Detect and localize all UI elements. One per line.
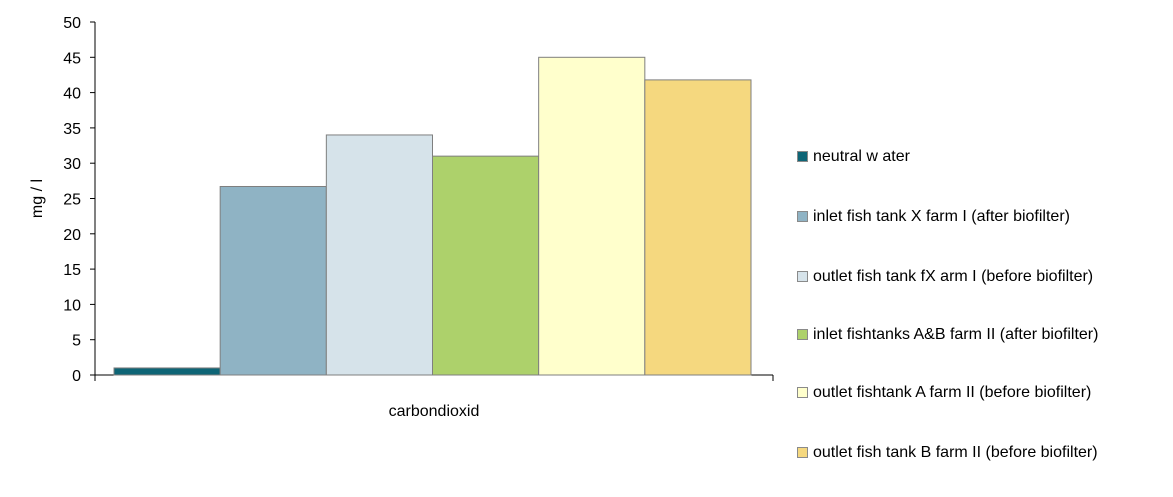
y-tick-label: 40	[63, 86, 81, 103]
legend-item: inlet fish tank X farm I (after biofilte…	[797, 206, 1168, 228]
legend-item: outlet fish tank B farm II (before biofi…	[797, 442, 1168, 464]
y-tick-label: 30	[63, 156, 81, 173]
legend-item: neutral w ater	[797, 146, 1168, 168]
bar-5	[538, 56, 646, 376]
y-tick-label: 20	[63, 227, 81, 244]
chart-canvas: 0 5 10 15 20 25 30 35 40 45 50 carbondioxid mg / l	[29, 15, 774, 420]
legend-label: inlet fishtanks A&B farm II (after biofi…	[813, 326, 1099, 343]
legend-swatch	[797, 329, 808, 340]
y-tick-label: 45	[63, 50, 81, 67]
bars	[113, 56, 752, 376]
legend-swatch	[797, 271, 808, 282]
y-tick-label: 5	[72, 333, 81, 350]
legend-swatch	[797, 447, 808, 458]
legend-label: outlet fishtank A farm II (before biofil…	[813, 384, 1092, 401]
legend-item: inlet fishtanks A&B farm II (after biofi…	[797, 324, 1168, 346]
y-axis-title: mg / l	[29, 179, 46, 218]
legend-item: outlet fish tank fX arm I (before biofil…	[797, 266, 1168, 288]
bar-2	[219, 185, 327, 376]
axis-labels: 0 5 10 15 20 25 30 35 40 45 50 carbondioxid mg / l	[29, 15, 479, 420]
x-category-label: carbondioxid	[389, 403, 480, 420]
y-tick-label: 0	[72, 368, 81, 385]
legend-label: neutral w ater	[813, 148, 910, 165]
bar-6	[644, 79, 752, 376]
legend-label: outlet fish tank fX arm I (before biofil…	[813, 268, 1094, 285]
legend-item: outlet fishtank A farm II (before biofil…	[797, 382, 1168, 404]
bar-3	[325, 134, 434, 376]
legend-swatch	[797, 387, 808, 398]
legend-swatch	[797, 211, 808, 222]
y-tick-label: 10	[63, 297, 81, 314]
y-tick-label: 25	[63, 192, 81, 209]
legend-label: inlet fish tank X farm I (after biofilte…	[813, 208, 1070, 225]
legend-swatch	[797, 151, 808, 162]
y-tick-label: 15	[63, 262, 81, 279]
y-tick-label: 35	[63, 121, 81, 138]
bar-1	[113, 367, 221, 376]
y-tick-label: 50	[63, 15, 81, 32]
legend-label: outlet fish tank B farm II (before biofi…	[813, 444, 1098, 461]
bar-4	[432, 155, 540, 376]
